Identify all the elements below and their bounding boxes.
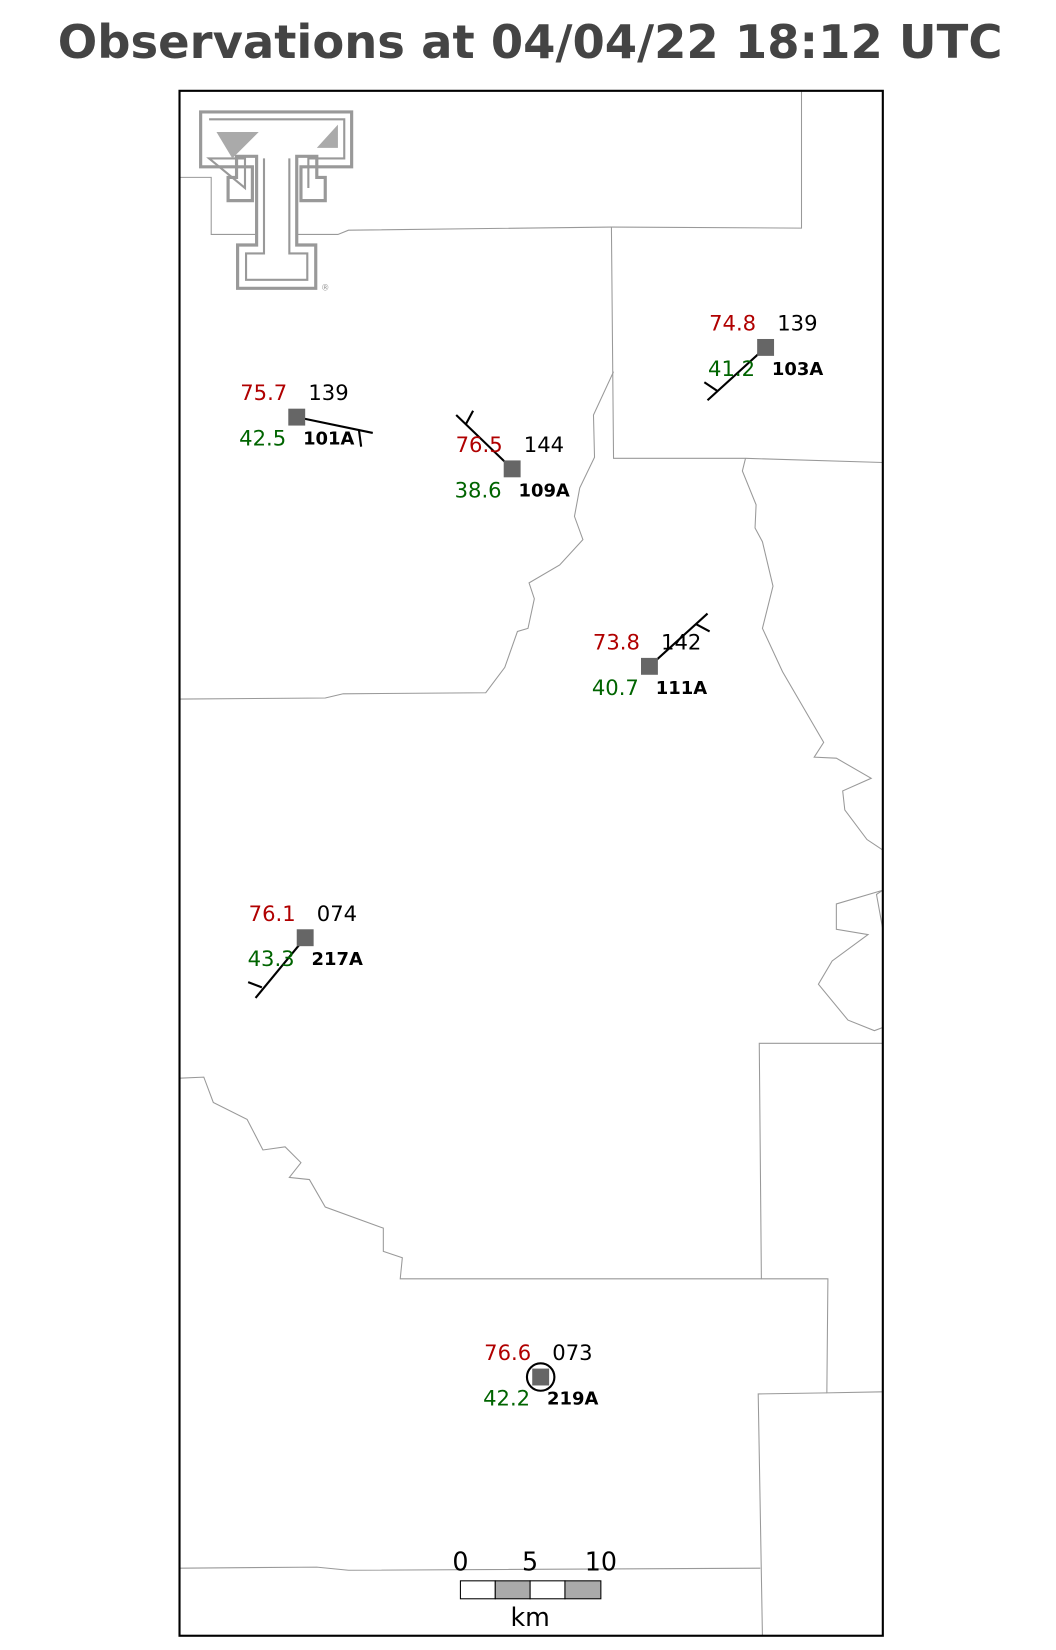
pressure: 144 <box>524 432 564 457</box>
wind-barb-tick <box>247 981 263 989</box>
station-plot: 76.5 144 38.6 109A <box>455 410 570 502</box>
temperature: 74.8 <box>709 311 756 336</box>
wind-barb <box>254 937 306 999</box>
station-plot: 76.6 073 42.2 219A <box>483 1340 598 1410</box>
station-plot: 74.8 139 41.2 103A <box>703 311 823 402</box>
station-id: 101A <box>303 429 354 450</box>
station-plot: 73.8 142 40.7 111A <box>592 612 711 700</box>
dewpoint: 42.5 <box>239 426 286 451</box>
station-plot: 76.1 074 43.3 217A <box>247 901 363 999</box>
wind-barb <box>296 416 373 434</box>
station-id: 219A <box>547 1388 598 1409</box>
temperature: 73.8 <box>593 629 640 654</box>
wind-barb-tick <box>703 381 718 392</box>
calm-wind-circle <box>525 1362 556 1392</box>
university-logo: ® <box>199 110 354 292</box>
pressure: 139 <box>308 380 348 405</box>
map-title: Observations at 04/04/22 18:12 UTC <box>58 15 1003 69</box>
temperature: 76.5 <box>456 432 503 457</box>
dewpoint: 41.2 <box>708 356 755 381</box>
county-lines <box>179 90 884 1636</box>
dewpoint: 42.2 <box>483 1386 530 1411</box>
station-marker <box>288 408 306 426</box>
scale-bar: 0 5 10 km <box>452 1546 617 1632</box>
scale-label: 10 <box>585 1546 617 1576</box>
svg-text:®: ® <box>321 282 329 292</box>
dewpoint: 43.3 <box>248 946 295 971</box>
pressure: 142 <box>661 629 701 654</box>
wind-barb-tick <box>357 430 363 447</box>
temperature: 76.6 <box>484 1340 531 1365</box>
scale-label: 5 <box>522 1546 538 1576</box>
pressure: 074 <box>317 901 357 926</box>
station-id: 109A <box>518 480 569 501</box>
wind-barb <box>648 612 709 668</box>
station-id: 103A <box>772 359 823 380</box>
wind-barb <box>706 346 767 402</box>
station-marker <box>503 460 521 478</box>
pressure: 139 <box>777 311 817 336</box>
dewpoint: 40.7 <box>592 675 639 700</box>
station-marker <box>296 929 314 947</box>
station-marker <box>640 657 658 675</box>
scale-unit: km <box>510 1602 549 1632</box>
temperature: 76.1 <box>249 901 296 926</box>
station-marker <box>757 338 775 356</box>
station-marker <box>532 1368 550 1386</box>
temperature: 75.7 <box>240 380 287 405</box>
station-plot: 75.7 139 42.5 101A <box>239 380 373 451</box>
wind-barb-tick <box>464 410 475 426</box>
dewpoint: 38.6 <box>455 477 502 502</box>
station-id: 217A <box>312 949 363 970</box>
station-id: 111A <box>656 678 707 699</box>
scale-label: 0 <box>452 1546 468 1576</box>
station-plots: 75.7 139 42.5 101A 76.5 144 38.6 109A 74.8 139 41.… <box>239 311 823 1411</box>
pressure: 073 <box>552 1340 592 1365</box>
wind-barb-tick <box>695 623 711 633</box>
map-border <box>178 89 884 1637</box>
